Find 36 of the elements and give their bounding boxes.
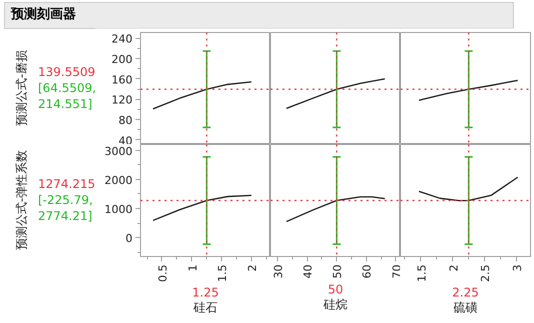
x-tick-label: 50 [331,264,344,278]
x-tick-label: 60 [360,264,374,278]
x-tick-label: 1 [186,264,200,272]
y-tick-label: 3000 [104,144,133,158]
chart-title: 预测刻画器 [4,2,514,29]
y-tick-label: 120 [112,94,133,107]
text: 2.25 [452,286,479,300]
x-tick-label: 2.5 [479,264,492,282]
x-tick-label: 1.5 [415,264,428,282]
y-tick-label: 200 [112,52,133,66]
y-tick-label: 2000 [104,174,133,187]
y-tick-label: 160 [112,73,133,86]
x-tick-label: 30 [272,264,286,278]
text: 1274.215 [38,176,96,192]
x-axis-title: 硅石 [192,300,218,314]
y-axis-title: 预测公式-弹性系数 [13,150,30,250]
x-tick-label: 1.5 [216,264,230,282]
text: 1.25 [192,286,219,300]
x-axis-title: 硅烷 [322,298,348,312]
text: [-225.79, 2774.21] [38,192,94,224]
x-tick-label: 2 [447,264,460,272]
y-axis-title: 预测公式-磨损 [13,50,30,126]
y-tick-label: 80 [118,114,133,128]
x-tick-label: 3 [510,264,524,272]
y-tick-label: 0 [126,232,132,246]
y-tick-label: 240 [112,32,133,46]
text: 139.5509 [38,64,96,80]
x-tick-label: 0.5 [156,264,170,282]
x-tick-label: 2 [246,264,259,272]
x-axis-title: 硫磺 [454,300,478,314]
y-tick-label: 1000 [104,203,133,216]
line-series [152,81,252,110]
text: 50 [328,282,344,296]
line-series [152,194,252,222]
text: [64.5509, 214.551] [38,80,96,112]
x-tick-label: 40 [302,264,315,278]
